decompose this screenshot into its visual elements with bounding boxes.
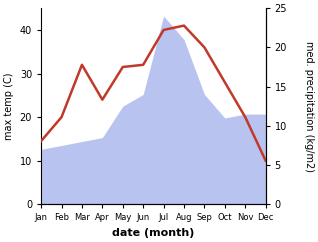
X-axis label: date (month): date (month) (112, 228, 195, 238)
Y-axis label: med. precipitation (kg/m2): med. precipitation (kg/m2) (304, 41, 314, 172)
Y-axis label: max temp (C): max temp (C) (4, 72, 14, 140)
